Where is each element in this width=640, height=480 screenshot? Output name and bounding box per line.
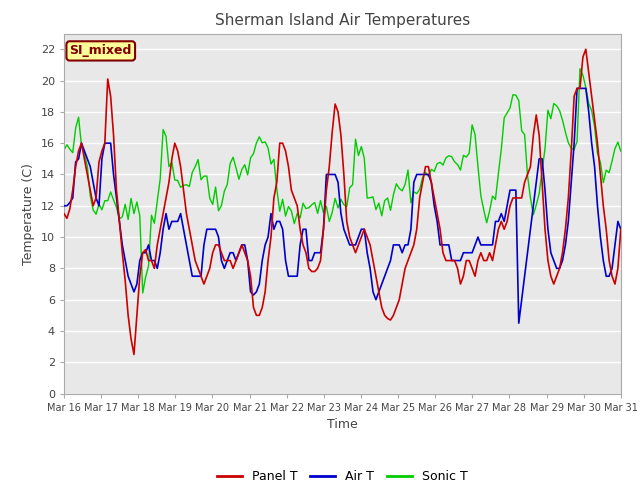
Sonic T <box>287 208 295 214</box>
Panel T <box>413 227 420 232</box>
Sonic T <box>576 66 584 72</box>
X-axis label: Time: Time <box>327 418 358 431</box>
Air T <box>617 227 625 232</box>
Sonic T <box>343 204 351 209</box>
Air T <box>291 273 298 279</box>
Panel T <box>343 218 351 224</box>
Panel T <box>617 227 625 232</box>
Panel T <box>130 351 138 357</box>
Air T <box>285 273 292 279</box>
Air T <box>60 203 68 209</box>
Legend: Panel T, Air T, Sonic T: Panel T, Air T, Sonic T <box>212 465 472 480</box>
Panel T <box>381 312 388 318</box>
Panel T <box>127 336 135 342</box>
Panel T <box>582 47 589 52</box>
Air T <box>515 320 523 326</box>
Line: Air T: Air T <box>64 88 621 323</box>
Sonic T <box>293 211 301 216</box>
Air T <box>340 227 348 232</box>
Line: Panel T: Panel T <box>64 49 621 354</box>
Panel T <box>293 203 301 209</box>
Panel T <box>287 187 295 193</box>
Title: Sherman Island Air Temperatures: Sherman Island Air Temperatures <box>215 13 470 28</box>
Line: Sonic T: Sonic T <box>64 69 621 293</box>
Air T <box>378 281 385 287</box>
Air T <box>410 180 418 185</box>
Sonic T <box>617 148 625 154</box>
Panel T <box>60 211 68 216</box>
Sonic T <box>413 191 420 196</box>
Text: SI_mixed: SI_mixed <box>70 44 132 58</box>
Air T <box>127 281 135 287</box>
Air T <box>573 85 581 91</box>
Sonic T <box>127 195 135 201</box>
Sonic T <box>381 198 388 204</box>
Sonic T <box>60 147 68 153</box>
Y-axis label: Temperature (C): Temperature (C) <box>22 163 35 264</box>
Sonic T <box>139 290 147 296</box>
